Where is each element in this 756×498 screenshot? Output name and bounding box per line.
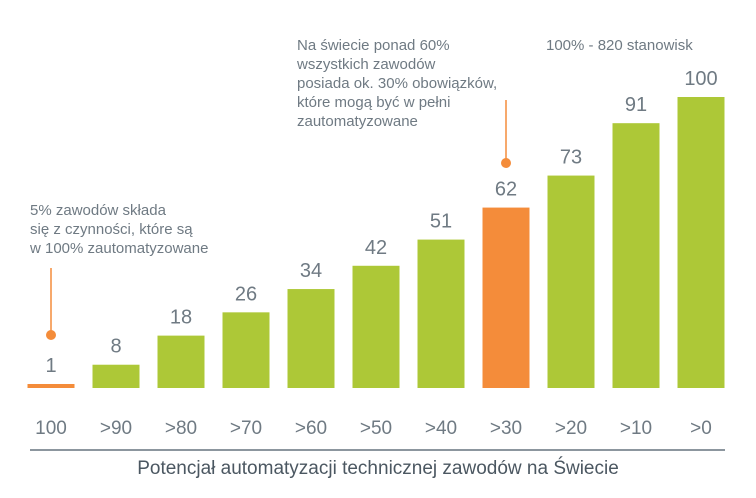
tick-label: >0 bbox=[690, 418, 712, 439]
tick-label: >30 bbox=[490, 418, 522, 439]
value-label: 62 bbox=[495, 179, 517, 201]
bar->20 bbox=[547, 175, 595, 388]
annotation-dot bbox=[501, 158, 511, 168]
tick-label: >60 bbox=[295, 418, 327, 439]
annotation-dot bbox=[46, 330, 56, 340]
bar-100 bbox=[27, 384, 75, 388]
tick-label: >80 bbox=[165, 418, 197, 439]
bar->60 bbox=[287, 289, 335, 388]
value-label: 18 bbox=[170, 307, 192, 329]
value-label: 1 bbox=[45, 355, 56, 377]
value-label: 51 bbox=[430, 211, 452, 233]
bar->70 bbox=[222, 312, 270, 388]
bar->90 bbox=[92, 364, 140, 388]
value-label: 73 bbox=[560, 147, 582, 169]
scale-note: 100% - 820 stanowisk bbox=[546, 37, 693, 54]
value-label: 42 bbox=[365, 237, 387, 259]
tick-label: >10 bbox=[620, 418, 652, 439]
annotation-30: Na świecie ponad 60% wszystkich zawodów … bbox=[297, 37, 498, 130]
value-label: 26 bbox=[235, 283, 257, 305]
bar->0 bbox=[677, 97, 725, 388]
bar->10 bbox=[612, 123, 660, 388]
tick-label: 100 bbox=[35, 418, 67, 439]
value-label: 8 bbox=[110, 336, 121, 358]
annotation-100: 5% zawodów składa się z czynności, które… bbox=[30, 202, 209, 257]
x-axis-label: Potencjał automatyzacji technicznej zawo… bbox=[137, 458, 619, 479]
tick-label: >40 bbox=[425, 418, 457, 439]
tick-label: >50 bbox=[360, 418, 392, 439]
tick-label: >20 bbox=[555, 418, 587, 439]
value-label: 91 bbox=[625, 94, 647, 116]
tick-label: >70 bbox=[230, 418, 262, 439]
bar->40 bbox=[417, 239, 465, 388]
tick-label: >90 bbox=[100, 418, 132, 439]
bar->30 bbox=[482, 207, 530, 388]
bar->80 bbox=[157, 335, 205, 388]
bar->50 bbox=[352, 265, 400, 388]
value-label: 34 bbox=[300, 260, 322, 282]
value-label: 100 bbox=[684, 68, 717, 90]
